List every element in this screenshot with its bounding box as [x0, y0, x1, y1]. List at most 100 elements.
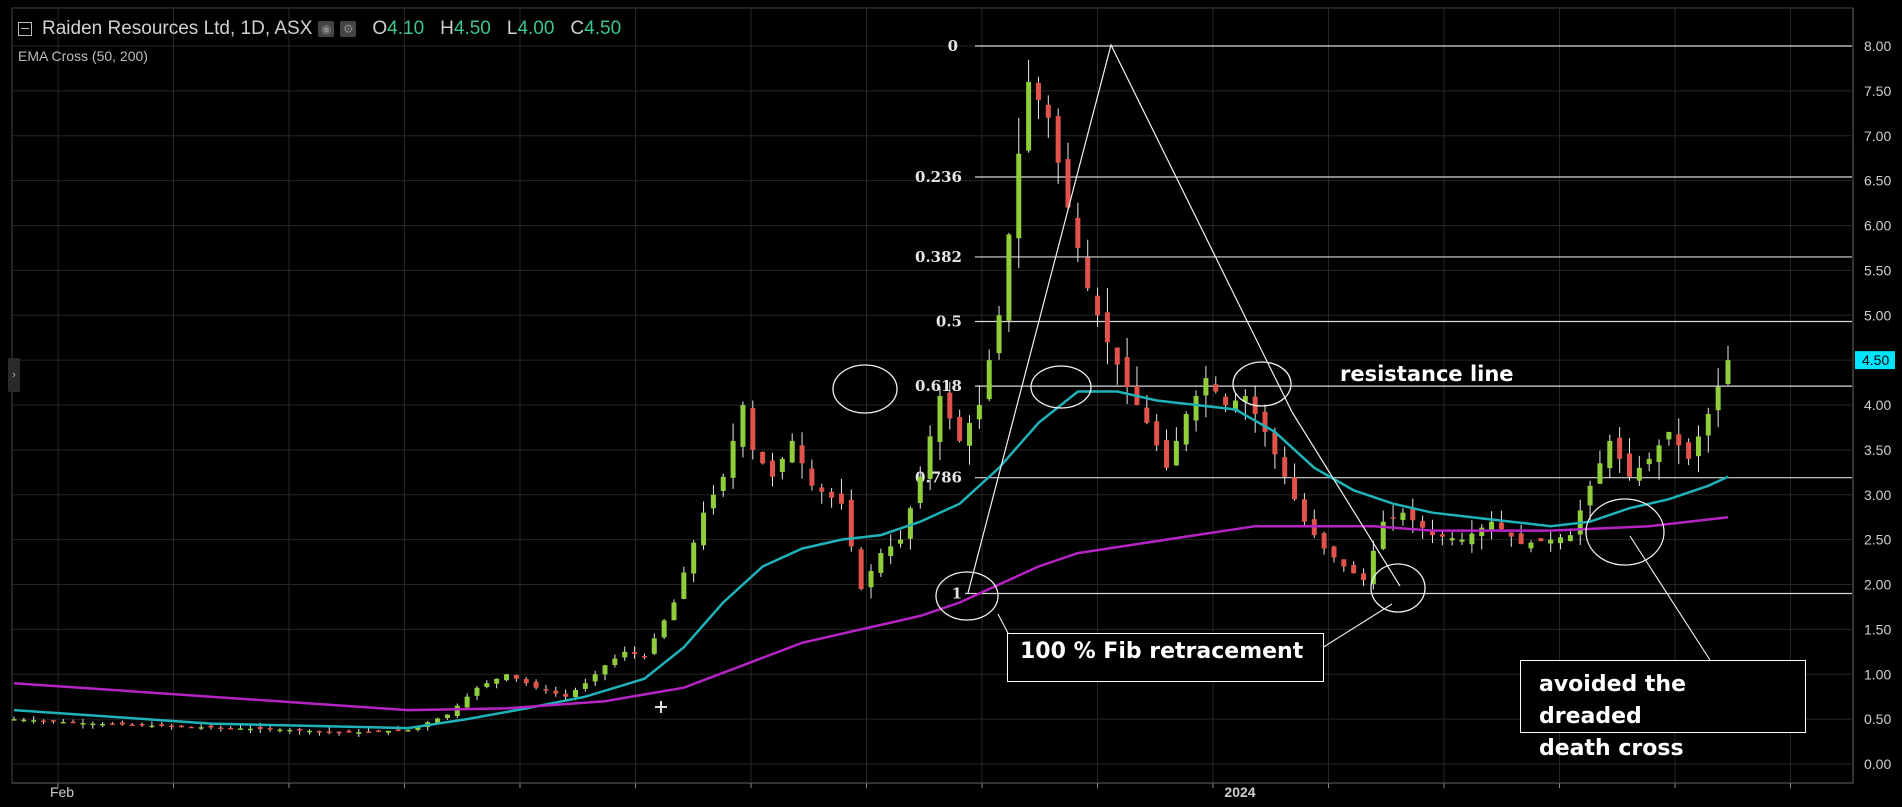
candle-body: [90, 723, 96, 726]
candle-body: [208, 725, 214, 728]
candle-body: [218, 727, 224, 730]
candle-body: [435, 718, 441, 724]
y-tick-label: 5.00: [1864, 307, 1891, 323]
candle-body: [1223, 396, 1229, 405]
candle-body: [1104, 312, 1110, 343]
candle-body: [957, 417, 963, 441]
y-tick-label: 3.00: [1864, 487, 1891, 503]
candle-body: [769, 460, 775, 477]
candle-body: [316, 731, 322, 733]
candle-body: [287, 729, 293, 732]
candle-body: [1459, 539, 1465, 542]
candle-body: [513, 674, 519, 679]
candle-body: [1636, 467, 1642, 481]
candle-body: [1292, 477, 1298, 500]
fib-level-label: 0: [948, 37, 958, 55]
candle-body: [1567, 535, 1573, 542]
resistance-annotation: resistance line: [1340, 362, 1514, 386]
candle-body: [1124, 357, 1130, 388]
candle-body: [80, 723, 86, 725]
fib-retracement-text: 100 % Fib retracement: [1020, 639, 1304, 664]
candle-body: [760, 451, 766, 464]
candle-body: [474, 687, 480, 696]
trend-triangle: [967, 43, 1293, 594]
candle-body: [750, 408, 756, 450]
candle-body: [1301, 499, 1307, 522]
y-tick-label: 6.00: [1864, 218, 1891, 234]
ema50-line: [13, 390, 1729, 730]
candle-body: [898, 539, 904, 544]
y-tick-label: 8.00: [1864, 38, 1891, 54]
fib-level-label: 0.5: [936, 313, 962, 331]
candle-body: [1429, 530, 1435, 536]
candle-body: [1548, 539, 1554, 544]
candle-body: [336, 731, 342, 734]
candle-body: [444, 714, 450, 719]
y-tick-label: 0.50: [1864, 711, 1891, 727]
candle-body: [1282, 457, 1288, 477]
candle-body: [1626, 453, 1632, 477]
fib-retracement-annotation: 100 % Fib retracement: [1007, 633, 1324, 682]
candle-body: [100, 723, 106, 726]
candle-body: [1617, 437, 1623, 459]
candle-body: [622, 651, 628, 658]
y-tick-label: 0.00: [1864, 756, 1891, 772]
candle-body: [1026, 81, 1032, 151]
candle-body: [1587, 485, 1593, 506]
high-label: H: [440, 18, 454, 39]
highlight-ellipse: [832, 364, 898, 414]
candle-body: [178, 725, 184, 728]
x-tick-label: 2024: [1224, 784, 1255, 800]
candle-body: [632, 652, 638, 655]
candle-body: [740, 405, 746, 447]
candle-body: [1666, 431, 1672, 440]
highlight-ellipse: [1585, 498, 1665, 566]
candle-body: [572, 689, 578, 697]
fib-level-label: 0.786: [915, 469, 962, 487]
fib-level-label: 0.618: [915, 377, 962, 395]
candle-body: [1114, 347, 1120, 365]
candle-body: [701, 512, 707, 546]
candle-body: [366, 731, 372, 734]
chart-header: Raiden Resources Ltd, 1D, ASX ◉ ⚙ O 4.10 …: [18, 18, 621, 40]
candle-body: [819, 487, 825, 492]
candle-body: [484, 683, 490, 687]
y-tick-label: 5.50: [1864, 262, 1891, 278]
candle-body: [247, 728, 253, 731]
candle-body: [779, 458, 785, 472]
candle-body: [1006, 234, 1012, 321]
fib-level-label: 0.382: [915, 248, 962, 266]
candle-body: [198, 727, 204, 729]
candle-body: [1016, 153, 1022, 239]
candle-body: [1410, 508, 1416, 521]
candle-body: [1272, 432, 1278, 455]
candle-body: [1607, 440, 1613, 469]
candle-body: [1173, 440, 1179, 466]
candle-body: [838, 493, 844, 504]
highlight-ellipse: [1370, 563, 1426, 613]
gear-icon[interactable]: ⚙: [340, 21, 357, 37]
candle-body: [1715, 387, 1721, 411]
candle-body: [878, 553, 884, 573]
candle-body: [1449, 538, 1455, 541]
eye-icon[interactable]: ◉: [318, 21, 335, 37]
candle-body: [277, 729, 283, 732]
chevron-right-icon[interactable]: ›: [8, 358, 20, 392]
candle-body: [1331, 546, 1337, 558]
candle-body: [395, 729, 401, 732]
candle-body: [681, 572, 687, 599]
y-tick-label: 4.00: [1864, 397, 1891, 413]
candle-body: [533, 681, 539, 688]
candle-body: [907, 508, 913, 539]
candle-body: [415, 726, 421, 730]
candle-body: [159, 724, 165, 726]
candle-body: [1686, 442, 1692, 459]
collapse-toggle-icon[interactable]: [18, 22, 32, 36]
candle-body: [1695, 436, 1701, 457]
y-tick-label: 2.00: [1864, 577, 1891, 593]
candle-body: [967, 422, 973, 446]
candle-body: [947, 392, 953, 419]
candle-body: [1035, 82, 1041, 100]
